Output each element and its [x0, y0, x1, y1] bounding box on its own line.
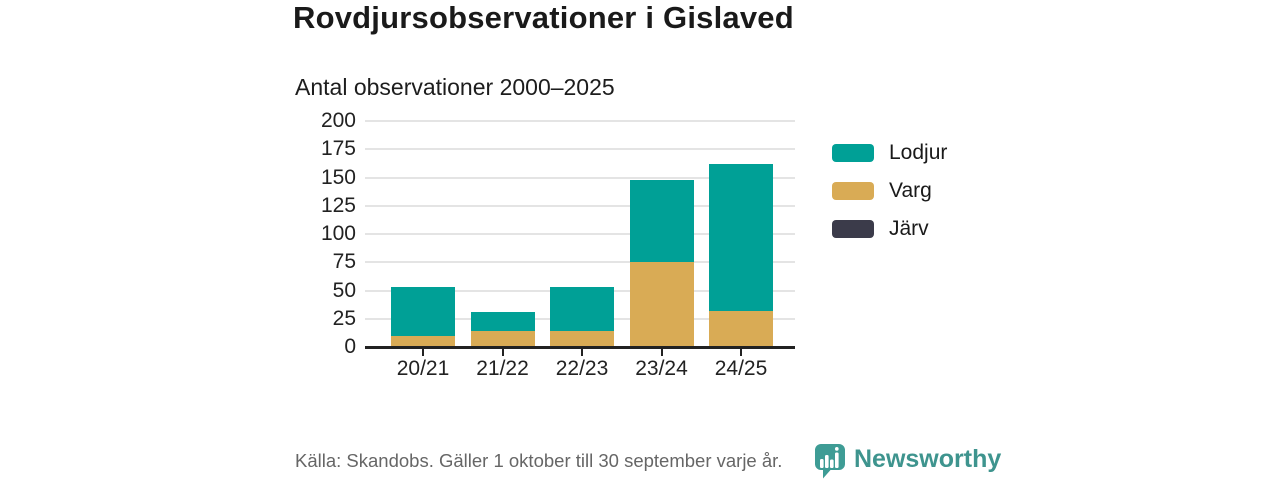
legend-swatch-varg: [832, 182, 874, 200]
x-axis-tick: [581, 348, 583, 356]
bar-segment-lodjur: [550, 287, 614, 332]
bar-segment-lodjur: [709, 163, 773, 311]
newsworthy-logo-icon: [815, 444, 845, 479]
gridline: [365, 204, 795, 207]
gridline: [365, 176, 795, 179]
x-axis-label: 22/23: [555, 357, 609, 380]
legend-label-lodjur: Lodjur: [889, 141, 948, 164]
y-axis-tick-label: 100: [320, 222, 356, 245]
legend: Lodjur Varg Järv: [832, 140, 947, 242]
bar-segment-varg: [391, 335, 455, 347]
x-axis-tick: [740, 348, 742, 356]
bar-segment-lodjur: [629, 179, 694, 263]
legend-item-jarv: Järv: [832, 216, 947, 242]
bar-segment-varg: [629, 262, 694, 347]
legend-swatch-jarv: [832, 220, 874, 238]
x-axis-line: [365, 346, 795, 349]
chart-title: Rovdjursobservationer i Gislaved: [293, 0, 794, 35]
bar-segment-varg: [470, 331, 535, 347]
x-axis-label: 21/22: [476, 357, 529, 380]
bar-segment-varg: [709, 310, 773, 347]
x-axis-tick: [660, 348, 663, 356]
x-axis-tick: [422, 348, 424, 356]
legend-label-jarv: Järv: [889, 217, 929, 240]
source-note: Källa: Skandobs. Gäller 1 oktober till 3…: [295, 450, 783, 471]
y-axis-tick-label: 175: [320, 137, 356, 161]
chart-subtitle: Antal observationer 2000–2025: [295, 74, 615, 100]
y-axis-tick-label: 25: [332, 306, 356, 330]
bar-segment-lodjur: [391, 287, 455, 336]
y-axis-tick-label: 75: [332, 250, 356, 274]
y-axis-tick-label: 0: [344, 335, 356, 358]
newsworthy-logo: Newsworthy: [814, 443, 1001, 479]
legend-item-varg: Varg: [832, 178, 947, 204]
legend-label-varg: Varg: [889, 179, 932, 202]
y-axis-tick-label: 125: [320, 193, 356, 217]
bar-segment-varg: [550, 331, 614, 347]
newsworthy-wordmark: Newsworthy: [854, 445, 1002, 473]
bar-segment-lodjur: [470, 311, 535, 332]
legend-swatch-lodjur: [832, 144, 874, 162]
x-axis-label: 23/24: [635, 357, 688, 380]
y-axis-tick-label: 150: [320, 165, 356, 189]
y-axis-tick-label: 200: [320, 109, 356, 132]
x-axis-tick: [501, 348, 504, 356]
gridline: [365, 233, 795, 235]
x-axis-label: 24/25: [714, 357, 768, 380]
x-axis-label: 20/21: [396, 357, 450, 380]
gridline: [365, 261, 795, 264]
y-axis-tick-label: 50: [332, 278, 356, 302]
gridline: [365, 148, 795, 151]
gridline: [365, 120, 795, 122]
legend-item-lodjur: Lodjur: [832, 140, 947, 166]
